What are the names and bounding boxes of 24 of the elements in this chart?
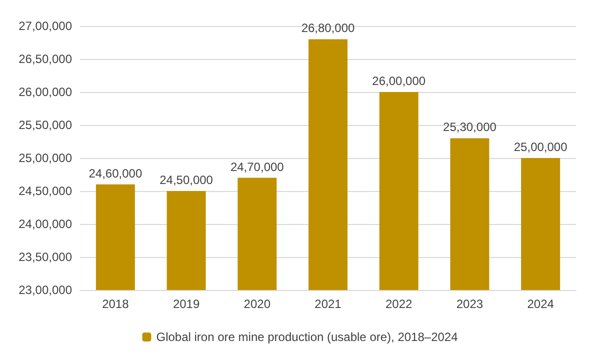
y-tick-label: 23,50,000 <box>18 250 72 264</box>
x-tick-label: 2021 <box>314 297 342 311</box>
data-label: 26,00,000 <box>372 74 426 88</box>
y-tick-label: 26,00,000 <box>18 85 72 99</box>
data-label: 24,70,000 <box>230 160 284 174</box>
x-tick-label: 2024 <box>527 297 554 311</box>
x-tick-label: 2022 <box>386 297 413 311</box>
y-tick-label: 26,50,000 <box>18 52 72 66</box>
data-label: 24,50,000 <box>160 173 214 187</box>
y-tick-label: 23,00,000 <box>18 283 72 297</box>
x-tick-label: 2018 <box>102 297 130 311</box>
y-tick-label: 24,50,000 <box>18 184 72 198</box>
x-tick-label: 2020 <box>244 297 271 311</box>
data-label: 25,00,000 <box>514 140 568 154</box>
data-label: 25,30,000 <box>443 120 497 134</box>
data-label: 24,60,000 <box>88 166 142 180</box>
x-tick-label: 2023 <box>456 297 484 311</box>
x-tick-label: 2019 <box>172 297 200 311</box>
y-tick-label: 25,50,000 <box>18 118 72 132</box>
y-tick-label: 27,00,000 <box>18 19 72 33</box>
y-tick-label: 25,00,000 <box>18 151 72 165</box>
y-tick-label: 24,00,000 <box>18 217 72 231</box>
data-label: 26,80,000 <box>301 21 356 36</box>
legend-label: Global iron ore mine production (usable ore), 2018–2024 <box>156 330 458 344</box>
